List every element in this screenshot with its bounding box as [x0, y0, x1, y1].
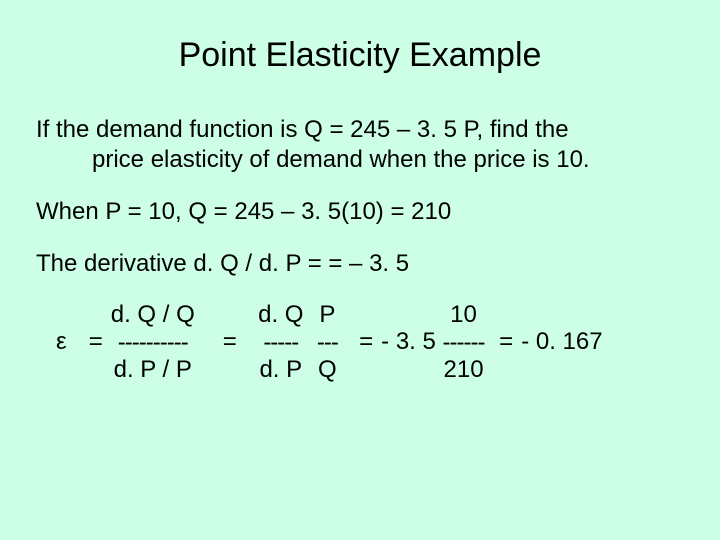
paragraph-1: If the demand function is Q = 245 – 3. 5…	[36, 115, 684, 175]
fraction-3-bot: 210	[444, 356, 484, 384]
equals-3: =	[359, 328, 373, 356]
fraction-1-top: d. Q / Q	[111, 301, 195, 329]
fraction-2a-mid: -----	[263, 329, 298, 357]
spacer-3	[303, 328, 316, 356]
fraction-2a: d. Q ----- d. P	[258, 301, 303, 384]
elasticity-formula: ε = d. Q / Q ---------- d. P / P = d. Q …	[56, 301, 684, 384]
fraction-3-mid: ------	[443, 329, 485, 357]
spacer-1	[195, 328, 215, 356]
fraction-2b: P --- Q	[317, 301, 338, 384]
fraction-1: d. Q / Q ---------- d. P / P	[111, 301, 195, 384]
fraction-1-mid: ----------	[118, 329, 188, 357]
fraction-2a-top: d. Q	[258, 301, 303, 329]
spacer-4	[338, 328, 351, 356]
equals-1: =	[89, 328, 103, 356]
spacer-6	[485, 328, 492, 356]
epsilon-symbol: ε	[56, 328, 67, 356]
equals-4: =	[499, 328, 513, 356]
fraction-2b-mid: ---	[317, 329, 338, 357]
fraction-2b-bot: Q	[318, 356, 337, 384]
fraction-2b-top: P	[319, 301, 335, 329]
result: - 0. 167	[521, 328, 602, 356]
coefficient: - 3. 5	[381, 328, 436, 356]
fraction-3-top: 10	[450, 301, 477, 329]
equals-2: =	[223, 328, 237, 356]
fraction-1-bot: d. P / P	[114, 356, 192, 384]
paragraph-1-line-2: price elasticity of demand when the pric…	[64, 146, 590, 173]
spacer-2	[245, 328, 258, 356]
paragraph-1-line-1: If the demand function is Q = 245 – 3. 5…	[36, 116, 569, 143]
paragraph-3: The derivative d. Q / d. P = = – 3. 5	[36, 249, 684, 279]
spacer-5	[436, 328, 443, 356]
paragraph-2: When P = 10, Q = 245 – 3. 5(10) = 210	[36, 197, 684, 227]
slide-title: Point Elasticity Example	[36, 36, 684, 75]
fraction-2a-bot: d. P	[259, 356, 302, 384]
fraction-3: 10 ------ 210	[443, 301, 485, 384]
